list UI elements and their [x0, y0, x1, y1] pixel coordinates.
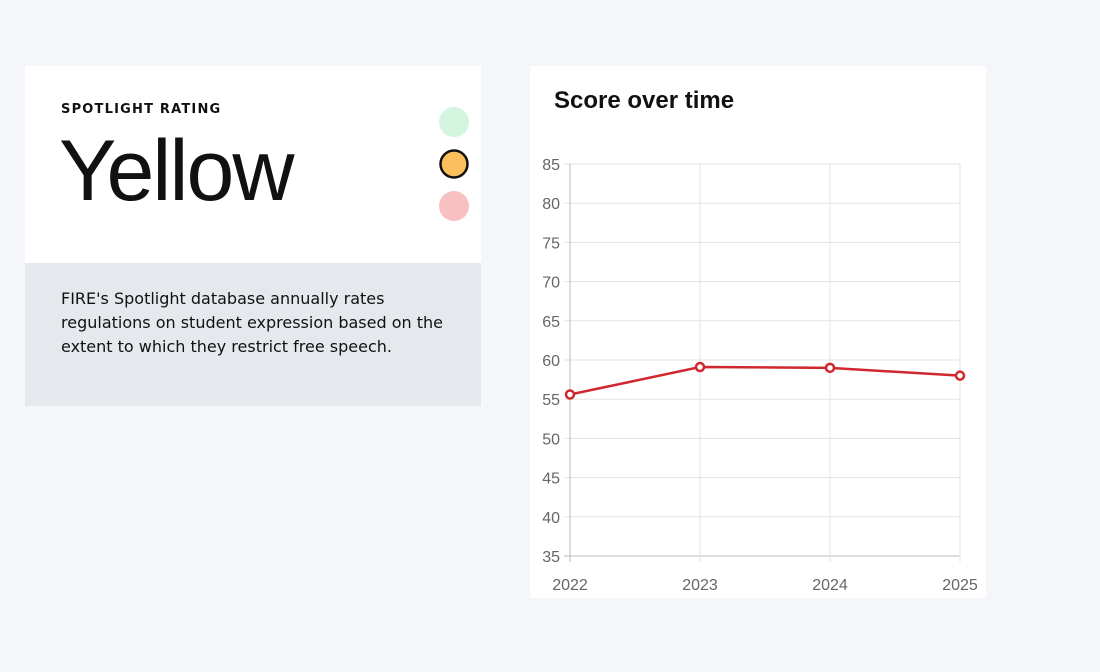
rating-card: SPOTLIGHT RATING Yellow FIRE's Spotlight…: [25, 66, 481, 406]
x-tick-label: 2024: [812, 577, 848, 594]
y-tick-label: 55: [542, 392, 560, 409]
traffic-lights: [439, 107, 469, 221]
red-light: [439, 191, 469, 221]
data-point: [564, 389, 576, 400]
rating-header: SPOTLIGHT RATING Yellow: [25, 66, 481, 263]
chart: Score over time 35 40 45 50 55 60 65 70 75 80 85 20…: [542, 87, 978, 594]
chart-card: Score over time 35 40 45 50 55 60 65 70 75 80 85 20…: [530, 66, 986, 598]
y-tick-label: 45: [542, 471, 560, 488]
series-line: [569, 365, 961, 396]
rating-label: SPOTLIGHT RATING: [61, 102, 222, 117]
yellow-light: [439, 149, 469, 179]
y-tick-label: 75: [542, 235, 560, 252]
y-tick-label: 60: [542, 353, 560, 370]
rating-description: FIRE's Spotlight database annually rates…: [25, 263, 481, 406]
green-light: [439, 107, 469, 137]
y-tick-label: 50: [542, 431, 560, 448]
data-point: [824, 362, 836, 374]
y-tick-label: 85: [542, 157, 560, 174]
x-tick-label: 2022: [552, 577, 588, 594]
data-point: [954, 370, 966, 381]
x-tick-label: 2023: [682, 577, 718, 594]
y-tick-label: 35: [542, 549, 560, 566]
y-tick-label: 80: [542, 196, 560, 213]
x-tick-label: 2025: [942, 577, 978, 594]
y-tick-label: 70: [542, 275, 560, 292]
chart-title: Score over time: [554, 87, 734, 114]
y-tick-label: 65: [542, 314, 560, 331]
y-tick-label: 40: [542, 510, 560, 527]
data-point: [694, 361, 706, 373]
rating-value: Yellow: [59, 123, 294, 219]
